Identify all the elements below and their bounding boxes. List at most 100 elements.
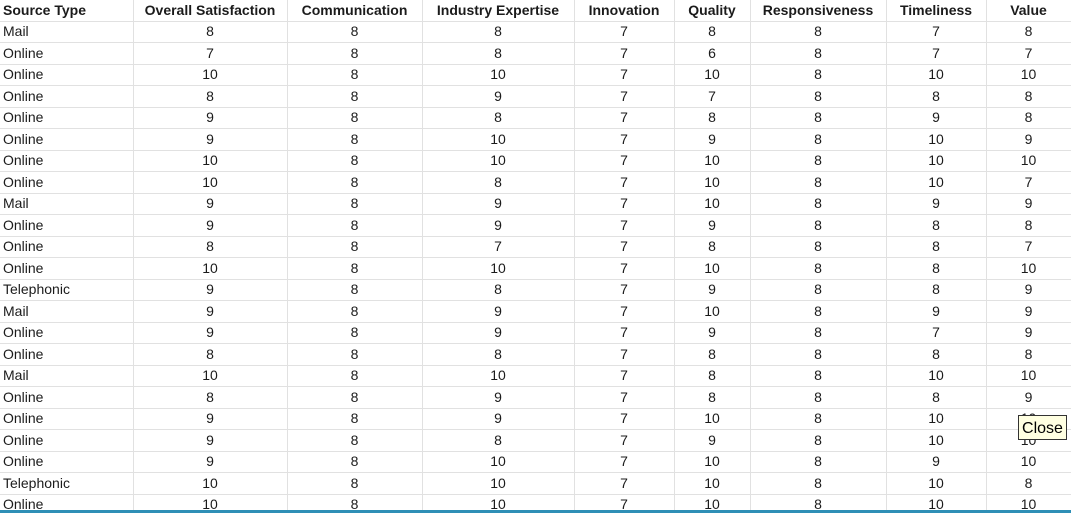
column-header[interactable]: Quality: [674, 0, 751, 22]
score-cell[interactable]: 8: [750, 193, 887, 215]
score-cell[interactable]: 10: [422, 150, 575, 172]
score-cell[interactable]: 8: [287, 64, 423, 86]
score-cell[interactable]: 8: [287, 193, 423, 215]
score-cell[interactable]: 8: [287, 236, 423, 258]
score-cell[interactable]: 8: [287, 128, 423, 151]
score-cell[interactable]: 9: [886, 300, 987, 323]
column-header[interactable]: Source Type: [0, 0, 134, 22]
score-cell[interactable]: 8: [886, 236, 987, 258]
score-cell[interactable]: 9: [886, 107, 987, 129]
score-cell[interactable]: 8: [287, 21, 423, 43]
score-cell[interactable]: 9: [133, 300, 288, 323]
score-cell[interactable]: 8: [287, 322, 423, 344]
score-cell[interactable]: 9: [674, 429, 751, 452]
score-cell[interactable]: 8: [133, 85, 288, 108]
score-cell[interactable]: 9: [133, 279, 288, 301]
score-cell[interactable]: 7: [574, 85, 675, 108]
score-cell[interactable]: 7: [574, 451, 675, 473]
close-tooltip-button[interactable]: Close: [1018, 415, 1067, 440]
source-type-cell[interactable]: Online: [0, 128, 134, 151]
source-type-cell[interactable]: Telephonic: [0, 279, 134, 301]
score-cell[interactable]: 8: [986, 343, 1071, 366]
score-cell[interactable]: 10: [674, 171, 751, 194]
score-cell[interactable]: 8: [750, 21, 887, 43]
score-cell[interactable]: 8: [750, 322, 887, 344]
score-cell[interactable]: 8: [287, 365, 423, 387]
source-type-cell[interactable]: Online: [0, 85, 134, 108]
score-cell[interactable]: 8: [750, 408, 887, 430]
score-cell[interactable]: 9: [422, 322, 575, 344]
score-cell[interactable]: 8: [986, 21, 1071, 43]
source-type-cell[interactable]: Online: [0, 150, 134, 172]
source-type-cell[interactable]: Online: [0, 64, 134, 86]
score-cell[interactable]: 8: [422, 429, 575, 452]
score-cell[interactable]: 10: [986, 451, 1071, 473]
score-cell[interactable]: 7: [574, 322, 675, 344]
score-cell[interactable]: 8: [422, 279, 575, 301]
score-cell[interactable]: 7: [574, 494, 675, 510]
score-cell[interactable]: 8: [287, 107, 423, 129]
score-cell[interactable]: 7: [574, 408, 675, 430]
score-cell[interactable]: 10: [986, 365, 1071, 387]
score-cell[interactable]: 9: [886, 451, 987, 473]
source-type-cell[interactable]: Online: [0, 451, 134, 473]
score-cell[interactable]: 10: [674, 64, 751, 86]
source-type-cell[interactable]: Online: [0, 257, 134, 280]
score-cell[interactable]: 8: [750, 343, 887, 366]
score-cell[interactable]: 8: [986, 472, 1071, 495]
score-cell[interactable]: 8: [750, 279, 887, 301]
score-cell[interactable]: 7: [574, 257, 675, 280]
score-cell[interactable]: 10: [674, 408, 751, 430]
score-cell[interactable]: 7: [574, 171, 675, 194]
score-cell[interactable]: 8: [287, 257, 423, 280]
score-cell[interactable]: 10: [886, 150, 987, 172]
score-cell[interactable]: 7: [886, 322, 987, 344]
score-cell[interactable]: 10: [674, 300, 751, 323]
score-cell[interactable]: 7: [574, 236, 675, 258]
score-cell[interactable]: 8: [750, 128, 887, 151]
score-cell[interactable]: 9: [133, 193, 288, 215]
score-cell[interactable]: 9: [133, 107, 288, 129]
score-cell[interactable]: 10: [674, 451, 751, 473]
score-cell[interactable]: 7: [574, 472, 675, 495]
score-cell[interactable]: 7: [986, 42, 1071, 65]
source-type-cell[interactable]: Online: [0, 494, 134, 510]
score-cell[interactable]: 10: [886, 171, 987, 194]
score-cell[interactable]: 10: [133, 171, 288, 194]
source-type-cell[interactable]: Telephonic: [0, 472, 134, 495]
source-type-cell[interactable]: Online: [0, 42, 134, 65]
score-cell[interactable]: 9: [422, 386, 575, 409]
score-cell[interactable]: 8: [750, 214, 887, 237]
score-cell[interactable]: 10: [886, 494, 987, 510]
source-type-cell[interactable]: Online: [0, 236, 134, 258]
score-cell[interactable]: 8: [422, 21, 575, 43]
score-cell[interactable]: 8: [422, 343, 575, 366]
score-cell[interactable]: 8: [886, 214, 987, 237]
score-cell[interactable]: 9: [674, 214, 751, 237]
score-cell[interactable]: 8: [674, 107, 751, 129]
score-cell[interactable]: 8: [750, 300, 887, 323]
source-type-cell[interactable]: Mail: [0, 300, 134, 323]
score-cell[interactable]: 8: [750, 171, 887, 194]
score-cell[interactable]: 8: [674, 386, 751, 409]
score-cell[interactable]: 7: [886, 21, 987, 43]
source-type-cell[interactable]: Online: [0, 322, 134, 344]
score-cell[interactable]: 7: [574, 300, 675, 323]
score-cell[interactable]: 8: [750, 42, 887, 65]
score-cell[interactable]: 8: [750, 257, 887, 280]
score-cell[interactable]: 7: [574, 279, 675, 301]
score-cell[interactable]: 8: [287, 472, 423, 495]
score-cell[interactable]: 8: [750, 150, 887, 172]
score-cell[interactable]: 10: [422, 494, 575, 510]
score-cell[interactable]: 10: [133, 472, 288, 495]
score-cell[interactable]: 10: [422, 365, 575, 387]
score-cell[interactable]: 9: [674, 322, 751, 344]
score-cell[interactable]: 7: [574, 343, 675, 366]
score-cell[interactable]: 9: [422, 193, 575, 215]
score-cell[interactable]: 7: [674, 85, 751, 108]
score-cell[interactable]: 10: [886, 128, 987, 151]
score-cell[interactable]: 8: [674, 236, 751, 258]
score-cell[interactable]: 7: [574, 150, 675, 172]
source-type-cell[interactable]: Online: [0, 343, 134, 366]
score-cell[interactable]: 10: [986, 257, 1071, 280]
